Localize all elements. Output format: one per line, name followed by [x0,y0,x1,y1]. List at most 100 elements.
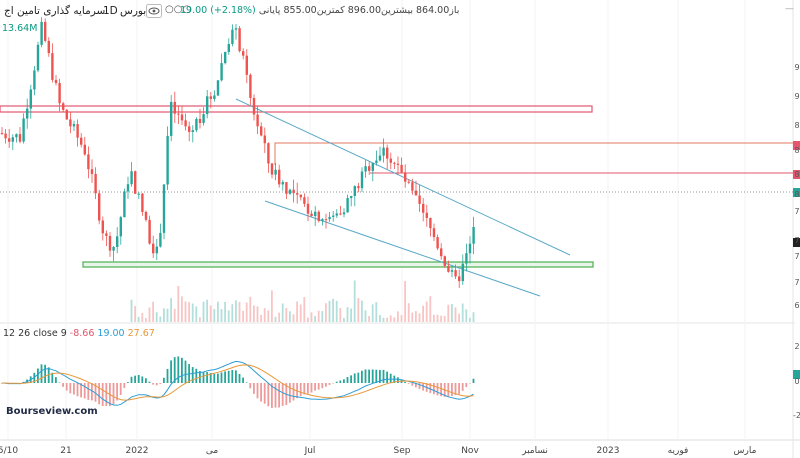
candle-body [173,101,176,114]
macd-hist-bar [404,382,406,383]
volume-bar [166,308,169,322]
candle-body [231,29,234,44]
macd-hist-bar [209,372,212,383]
macd-hist-bar [195,368,198,383]
macd-hist-bar [379,369,381,383]
candle-body [303,197,306,204]
macd-params: 12 26 close 9 [3,328,67,339]
candle-body [191,130,194,132]
volume-bar [364,310,367,322]
symbol-title[interactable]: سرمایه گذاری تامین اج [4,5,106,17]
timeframe-label[interactable]: 1D [103,5,118,17]
macd-hist-bar [69,383,72,394]
macd-hist-bar [202,372,205,383]
volume-bar [328,300,331,322]
macd-hist-bar [44,364,46,383]
candle-body [404,172,407,182]
volume-bar [469,317,471,322]
candle-body [29,89,32,109]
macd-hist-bar [159,383,162,384]
time-axis-label: 2023 [597,446,620,456]
macd-hist-bar [303,383,306,395]
axis-badge-macd [793,370,800,379]
macd-hist-bar [454,383,457,396]
volume-bar [155,312,158,322]
candle-body [11,137,14,142]
macd-legend: 12 26 close 9 -8.66 19.00 27.67 [3,328,155,339]
candle-body [44,21,47,41]
price-axis-label: 7 [794,278,799,287]
macd-hist-bar [407,383,410,384]
price-axis-label: 8 [794,121,799,130]
candle-body [447,265,450,272]
volume-bar [141,312,144,322]
candle-body [245,55,248,75]
volume-bar [177,286,180,322]
volume-bar [400,315,403,322]
candle-body [72,124,76,127]
volume-bar [321,311,324,322]
minimize-icon[interactable]: — [785,4,794,14]
macd-hist-bar [1,383,3,384]
candle-body [317,211,320,221]
macd-hist-bar [116,383,118,401]
candle-body [252,97,256,115]
volume-bar [393,317,396,322]
macd-line [1,360,474,406]
macd-hist-bar [339,380,342,383]
macd-hist-bar [274,383,277,408]
volume-bar [184,301,187,322]
more-options-icon[interactable]: ○○○ [165,4,192,15]
volume-bar [217,301,219,322]
candle-body [51,53,54,80]
macd-hist-bar [364,369,367,383]
macd-hist-bar [328,383,331,385]
time-axis-label: می [206,446,219,456]
candle-body [18,134,22,142]
volume-bar [339,308,342,322]
candle-body [429,217,432,229]
price-axis-label: 7 [794,236,799,245]
price-axis-label: 6 [794,301,799,310]
candle-body [8,138,11,142]
time-axis-labels: 5/10 21 2022 می Jul Sep Nov نسامبر 2023 فوریه مارس [0,446,757,456]
candle-body [98,193,101,221]
macd-hist-bar [166,368,169,383]
candle-body [346,198,349,213]
candle-body [263,135,266,144]
macd-value: -8.66 [69,328,95,339]
candle-body [94,173,97,194]
macd-hist-bar [242,377,244,383]
macd-hist-bar [123,383,126,388]
candle-body [15,134,18,138]
candle-body [80,137,83,145]
volume-bar [195,306,198,322]
candle-body [281,182,284,185]
price-axis-label: 8 [794,170,799,179]
volume-bar [357,298,360,322]
candle-body [393,162,396,164]
candle-body [141,193,144,212]
candle-body [108,235,112,251]
macd-hist-bar [213,373,216,383]
candle-body [396,163,400,165]
eye-icon[interactable] [146,4,162,18]
candle-body [443,256,446,266]
volume-bar [465,309,468,322]
macd-hist-bar [220,372,223,383]
candle-body [256,114,259,127]
macd-hist-bar [145,378,147,383]
macd-hist-bar [361,370,363,383]
time-axis-label: 21 [60,446,71,456]
time-axis-label: مارس [734,446,757,456]
candle-body [170,101,173,136]
volume-bar [425,301,428,322]
macd-hist-bar [292,383,295,401]
volume-bar [350,308,352,322]
candle-body [36,44,40,71]
macd-hist-bar [472,378,475,383]
macd-hist-bar [101,383,104,406]
volume-bar [213,309,216,322]
candle-body [152,243,155,254]
